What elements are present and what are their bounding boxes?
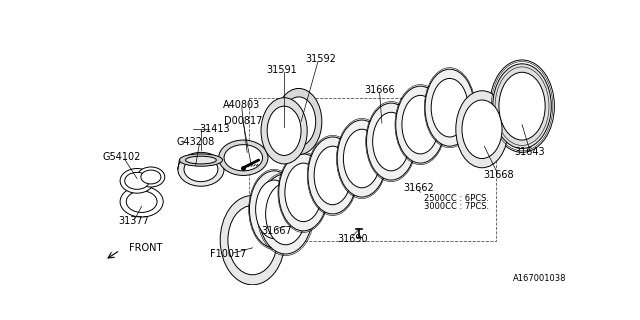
Bar	[250, 99, 496, 241]
Ellipse shape	[431, 78, 468, 137]
Ellipse shape	[402, 95, 439, 154]
Text: 31592: 31592	[305, 54, 336, 64]
Ellipse shape	[220, 196, 285, 285]
Ellipse shape	[224, 145, 262, 171]
Text: 31666: 31666	[364, 85, 395, 95]
Text: G54102: G54102	[102, 152, 141, 162]
Ellipse shape	[141, 170, 161, 184]
Text: FRONT: FRONT	[129, 243, 163, 253]
Ellipse shape	[285, 163, 322, 222]
Ellipse shape	[137, 167, 164, 187]
Ellipse shape	[282, 97, 316, 146]
Text: 31591: 31591	[266, 65, 297, 75]
Text: 31643: 31643	[515, 147, 545, 157]
Ellipse shape	[120, 169, 154, 193]
Ellipse shape	[462, 100, 502, 158]
Ellipse shape	[267, 106, 301, 156]
Ellipse shape	[120, 186, 163, 217]
Ellipse shape	[261, 98, 307, 164]
Text: 31667: 31667	[261, 226, 292, 236]
Text: A167001038: A167001038	[513, 274, 566, 283]
Ellipse shape	[125, 172, 149, 189]
Text: 3000CC : 7PCS.: 3000CC : 7PCS.	[424, 202, 490, 211]
Ellipse shape	[186, 156, 216, 164]
Ellipse shape	[308, 137, 357, 214]
Ellipse shape	[266, 183, 306, 245]
Ellipse shape	[337, 120, 387, 197]
Ellipse shape	[344, 129, 380, 188]
Text: G43208: G43208	[177, 137, 214, 147]
Ellipse shape	[255, 180, 292, 239]
Text: F10017: F10017	[211, 249, 247, 259]
Ellipse shape	[279, 154, 328, 231]
Text: A40803: A40803	[223, 100, 260, 110]
Ellipse shape	[425, 69, 474, 146]
Text: 2500CC : 6PCS.: 2500CC : 6PCS.	[424, 194, 489, 203]
Ellipse shape	[184, 157, 218, 182]
Ellipse shape	[250, 171, 299, 248]
Ellipse shape	[126, 191, 157, 212]
Text: 31690: 31690	[337, 234, 368, 244]
Ellipse shape	[456, 91, 508, 168]
Ellipse shape	[493, 64, 551, 148]
Text: 31662: 31662	[403, 183, 434, 193]
Ellipse shape	[276, 88, 322, 155]
Text: 31413: 31413	[200, 124, 230, 134]
Ellipse shape	[259, 174, 312, 254]
Ellipse shape	[228, 205, 277, 275]
Ellipse shape	[219, 140, 268, 175]
Text: 31377: 31377	[118, 216, 149, 226]
Text: 31668: 31668	[483, 171, 513, 180]
Ellipse shape	[499, 72, 545, 140]
Ellipse shape	[179, 154, 223, 166]
Ellipse shape	[367, 103, 416, 180]
Text: D00817: D00817	[224, 116, 262, 126]
Ellipse shape	[178, 152, 224, 186]
Ellipse shape	[396, 86, 445, 163]
Ellipse shape	[314, 146, 351, 205]
Ellipse shape	[372, 112, 410, 171]
